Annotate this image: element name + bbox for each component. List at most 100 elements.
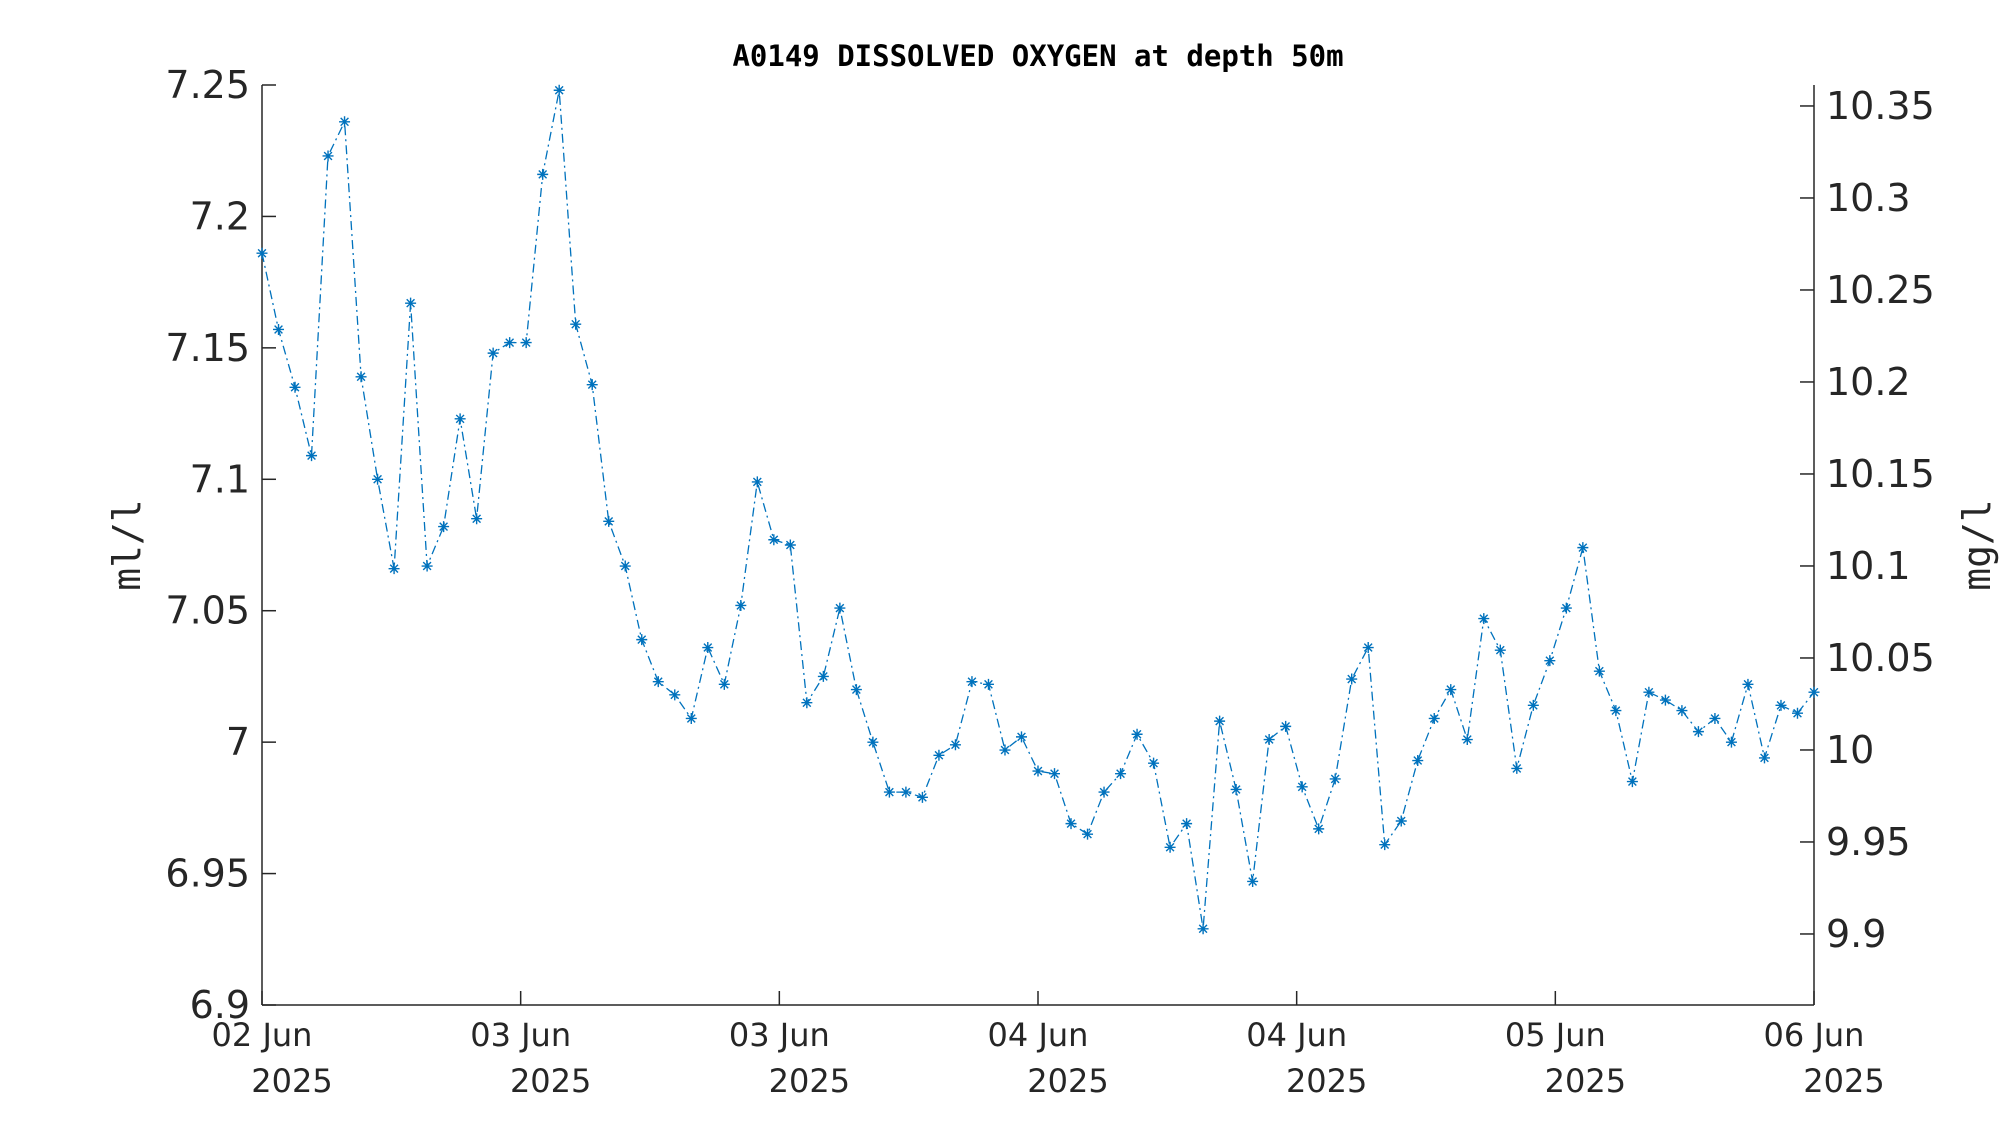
data-point-marker bbox=[949, 739, 961, 751]
right-y-axis: 9.9 9.95 10 10.05 10.1 10.15 10.2 10.25 10.3 10.3… bbox=[1800, 84, 1935, 956]
left-y-tick-label: 7.15 bbox=[165, 326, 250, 370]
data-point-marker bbox=[619, 560, 631, 572]
data-point-marker bbox=[553, 84, 565, 96]
data-point-marker bbox=[916, 791, 928, 803]
data-point-marker bbox=[1115, 768, 1127, 780]
data-point-marker bbox=[1329, 773, 1341, 785]
data-point-marker bbox=[702, 642, 714, 654]
data-point-marker bbox=[1181, 818, 1193, 830]
data-point-marker bbox=[1791, 707, 1803, 719]
data-point-marker bbox=[1379, 839, 1391, 851]
data-point-marker bbox=[1511, 762, 1523, 774]
data-point-marker bbox=[1065, 818, 1077, 830]
data-point-marker bbox=[966, 676, 978, 688]
x-tick-label-year: 2025 bbox=[769, 1062, 850, 1100]
x-tick-label-date: 02 Jun bbox=[212, 1016, 313, 1054]
data-point-marker bbox=[1131, 728, 1143, 740]
data-point-marker bbox=[751, 476, 763, 488]
data-point-marker bbox=[1395, 815, 1407, 827]
data-point-marker bbox=[1808, 686, 1820, 698]
data-point-marker bbox=[1494, 644, 1506, 656]
data-point-marker bbox=[1577, 542, 1589, 554]
x-tick-label-year: 2025 bbox=[510, 1062, 591, 1100]
data-point-marker bbox=[718, 678, 730, 690]
right-y-tick-label: 10.3 bbox=[1826, 176, 1911, 220]
data-point-marker bbox=[669, 689, 681, 701]
data-point-marker bbox=[388, 563, 400, 575]
x-tick-label-date: 03 Jun bbox=[729, 1016, 830, 1054]
data-point-marker bbox=[1544, 655, 1556, 667]
data-point-marker bbox=[1560, 602, 1572, 614]
data-point-marker bbox=[1659, 694, 1671, 706]
data-point-marker bbox=[1709, 712, 1721, 724]
data-point-marker bbox=[1098, 786, 1110, 798]
right-y-tick-label: 10.15 bbox=[1826, 452, 1935, 496]
data-point-marker bbox=[735, 599, 747, 611]
data-point-marker bbox=[1676, 705, 1688, 717]
data-point-marker bbox=[421, 560, 433, 572]
data-point-marker bbox=[487, 347, 499, 359]
data-point-marker bbox=[850, 684, 862, 696]
right-y-tick-label: 10.25 bbox=[1826, 268, 1935, 312]
data-point-marker bbox=[1610, 705, 1622, 717]
data-point-marker bbox=[1164, 841, 1176, 853]
data-point-marker bbox=[1478, 613, 1490, 625]
x-tick-label-year: 2025 bbox=[1027, 1062, 1108, 1100]
data-point-marker bbox=[1428, 712, 1440, 724]
data-point-marker bbox=[817, 670, 829, 682]
data-point-marker bbox=[636, 634, 648, 646]
x-tick-label-year: 2025 bbox=[1286, 1062, 1367, 1100]
left-y-tick-label: 6.95 bbox=[165, 852, 250, 896]
data-point-marker bbox=[504, 337, 516, 349]
data-point-marker bbox=[471, 513, 483, 525]
x-axis: 02 Jun 2025 03 Jun 2025 03 Jun 2025 04 Jun 2025… bbox=[212, 991, 1885, 1100]
left-y-axis-label: ml/l bbox=[105, 499, 149, 591]
data-point-marker bbox=[1461, 734, 1473, 746]
data-point-marker bbox=[982, 678, 994, 690]
data-point-marker bbox=[1197, 923, 1209, 935]
data-point-marker bbox=[1032, 765, 1044, 777]
data-point-marker bbox=[1758, 752, 1770, 764]
x-tick-label-date: 04 Jun bbox=[988, 1016, 1089, 1054]
data-point-marker bbox=[289, 381, 301, 393]
data-point-marker bbox=[1296, 781, 1308, 793]
data-point-marker bbox=[652, 676, 664, 688]
data-point-marker bbox=[322, 150, 334, 162]
data-point-marker bbox=[570, 318, 582, 330]
data-point-marker bbox=[900, 786, 912, 798]
data-point-marker bbox=[454, 413, 466, 425]
right-y-tick-label: 9.95 bbox=[1826, 820, 1911, 864]
data-point-marker bbox=[372, 473, 384, 485]
right-y-tick-label: 10.2 bbox=[1826, 360, 1911, 404]
data-point-marker bbox=[1280, 720, 1292, 732]
x-tick-label-year: 2025 bbox=[251, 1062, 332, 1100]
data-point-marker bbox=[273, 323, 285, 335]
x-tick-label-year: 2025 bbox=[1803, 1062, 1884, 1100]
data-point-marker bbox=[1346, 673, 1358, 685]
right-y-tick-label: 10.35 bbox=[1826, 84, 1935, 128]
series-layer bbox=[256, 84, 1820, 935]
data-point-marker bbox=[1082, 828, 1094, 840]
data-point-marker bbox=[1362, 642, 1374, 654]
data-point-marker bbox=[1148, 757, 1160, 769]
data-point-marker bbox=[355, 371, 367, 383]
left-y-tick-label: 7.25 bbox=[165, 63, 250, 107]
x-tick-label-date: 04 Jun bbox=[1246, 1016, 1347, 1054]
data-point-marker bbox=[405, 297, 417, 309]
data-point-marker bbox=[1247, 875, 1259, 887]
data-point-marker bbox=[1692, 726, 1704, 738]
left-y-tick-label: 6.9 bbox=[190, 983, 250, 1027]
data-point-marker bbox=[537, 168, 549, 180]
x-tick-label-date: 06 Jun bbox=[1764, 1016, 1865, 1054]
data-point-marker bbox=[1230, 783, 1242, 795]
data-point-marker bbox=[1214, 715, 1226, 727]
data-point-marker bbox=[603, 515, 615, 527]
data-point-marker bbox=[1775, 699, 1787, 711]
data-point-marker bbox=[1626, 776, 1638, 788]
right-y-tick-label: 9.9 bbox=[1826, 912, 1886, 956]
left-y-tick-label: 7 bbox=[226, 720, 250, 764]
x-tick-label-date: 03 Jun bbox=[470, 1016, 571, 1054]
data-point-marker bbox=[933, 749, 945, 761]
right-y-tick-label: 10.05 bbox=[1826, 636, 1935, 680]
